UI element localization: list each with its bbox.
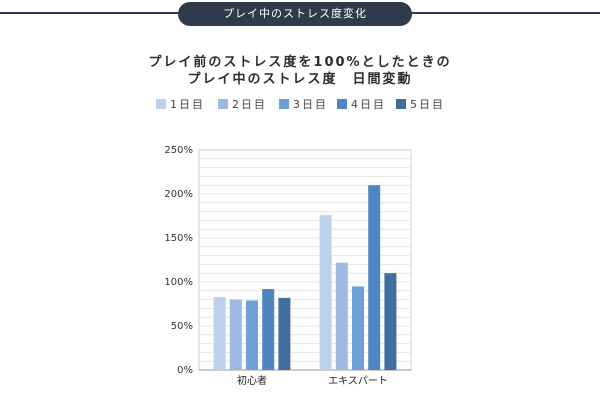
header-banner: プレイ中のストレス度変化: [0, 0, 600, 28]
y-tick-label: 50%: [171, 321, 193, 332]
chart-title-line-2: プレイ中のストレス度 日間変動: [187, 72, 413, 87]
legend-label-day-5: 5日目: [410, 98, 445, 111]
legend-label-day-1: 1日目: [170, 98, 205, 111]
bar-2-day-4: [368, 185, 381, 370]
legend-swatch-day-1: [156, 99, 166, 109]
bar-1-day-1: [213, 296, 226, 370]
y-tick-label: 100%: [164, 277, 193, 288]
bar-1-day-2: [229, 299, 242, 370]
bar-1-day-5: [278, 297, 291, 370]
bar-1-day-3: [246, 300, 258, 370]
legend-swatch-day-4: [337, 99, 347, 109]
legend-swatch-day-3: [279, 99, 289, 109]
bar-2-day-3: [352, 286, 364, 370]
y-tick-label: 250%: [164, 145, 193, 156]
bar-2-day-2: [335, 262, 348, 370]
y-tick-label: 200%: [164, 189, 193, 200]
y-tick-label: 0%: [177, 365, 193, 376]
legend: 1日目 2日目 3日目 4日目 5日目: [0, 97, 600, 113]
bar-1-day-4: [262, 289, 275, 370]
y-tick-label: 150%: [164, 233, 193, 244]
header-title: プレイ中のストレス度変化: [178, 2, 412, 26]
x-category-label: エキスパート: [328, 375, 388, 387]
legend-label-day-4: 4日目: [351, 98, 386, 111]
legend-swatch-day-2: [218, 99, 228, 109]
legend-label-day-3: 3日目: [293, 98, 328, 111]
legend-label-day-2: 2日目: [232, 98, 267, 111]
x-category-label: 初心者: [237, 374, 267, 387]
chart-title-line-1: プレイ前のストレス度を100%としたときの: [148, 55, 452, 70]
legend-swatch-day-5: [396, 99, 406, 109]
bar-2-day-5: [384, 273, 397, 370]
bar-2-day-1: [319, 215, 332, 370]
